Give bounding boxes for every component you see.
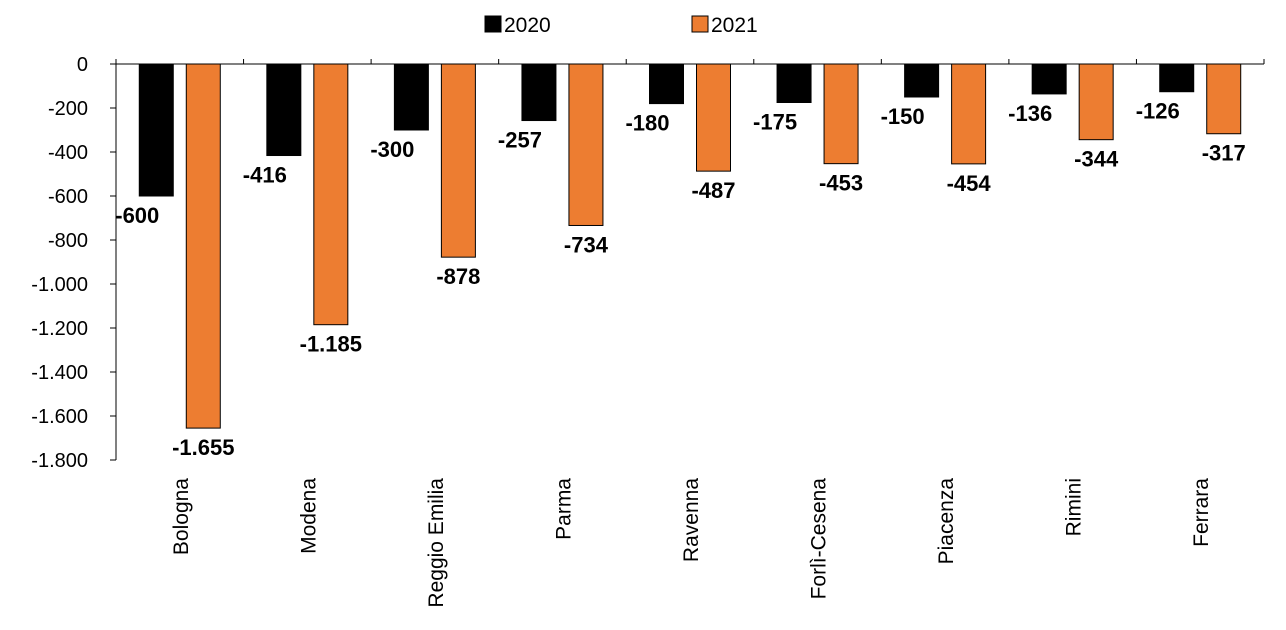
x-axis [115, 59, 1265, 65]
legend-label-2021: 2021 [711, 14, 758, 37]
data-label-2020: -175 [753, 110, 797, 135]
y-tick-label: -400 [48, 142, 88, 164]
y-tick-label: 0 [77, 54, 88, 76]
category-label: Parma [552, 478, 575, 540]
data-label-2021: -734 [564, 232, 609, 257]
y-tick-label: -1.200 [31, 318, 88, 340]
category-label: Forlì-Cesena [808, 478, 831, 600]
legend-swatch-2020 [484, 15, 502, 33]
bar-2020 [904, 63, 940, 98]
category-label: Ravenna [680, 478, 703, 562]
data-label-2020: -180 [625, 111, 669, 136]
bar-2021 [313, 63, 349, 326]
y-tick-label: -800 [48, 230, 88, 252]
bar-2021 [951, 63, 987, 165]
category-label: Piacenza [935, 478, 958, 565]
legend-label-2020: 2020 [504, 14, 551, 37]
bar-2021 [696, 63, 731, 172]
data-label-2021: -454 [947, 171, 992, 196]
data-label-2021: -878 [436, 264, 480, 289]
data-label-2021: -344 [1074, 147, 1119, 172]
y-axis: 0 -200 -400 -600 -800 -1.000 -1.200 -1.400 -1.60… [31, 54, 117, 472]
data-label-2021: -453 [819, 171, 863, 196]
y-tick-label: -1.000 [31, 274, 88, 296]
category-label: Rimini [1063, 478, 1086, 536]
y-tick-label: -200 [48, 98, 88, 120]
bar-2021 [440, 63, 476, 258]
data-label-2021: -1.185 [300, 332, 362, 357]
y-tick-label: -600 [48, 186, 88, 208]
data-label-2021: -1.655 [172, 435, 234, 460]
data-label-2020: -300 [370, 137, 414, 162]
legend-swatch-2021 [691, 15, 709, 33]
category-labels: Bologna Modena Reggio Emilia Parma Ravenna Fo… [170, 478, 1213, 608]
bar-2020 [138, 63, 174, 197]
category-label: Bologna [170, 478, 193, 555]
bar-2020 [521, 63, 557, 122]
data-label-2021: -487 [691, 178, 735, 203]
bar-2020 [1159, 63, 1195, 93]
legend: 2020 2021 [484, 14, 758, 37]
data-label-2021: -317 [1202, 141, 1246, 166]
category-label: Modena [297, 478, 320, 554]
data-labels: -600 -1.655 -416 -1.185 -300 -878 -257 -734 -180… [115, 99, 1245, 460]
y-tick-label: -1.600 [31, 406, 88, 428]
bar-2020 [393, 63, 429, 131]
category-label: Reggio Emilia [425, 478, 448, 608]
data-label-2020: -416 [243, 163, 287, 188]
y-tick-label: -1.400 [31, 362, 88, 384]
bar-2020 [1031, 63, 1067, 95]
bars [138, 63, 1242, 429]
bar-2020 [266, 63, 302, 157]
data-label-2020: -600 [115, 203, 159, 228]
y-tick-label: -1.800 [31, 450, 88, 472]
data-label-2020: -126 [1136, 99, 1180, 124]
data-label-2020: -257 [498, 128, 542, 153]
data-label-2020: -136 [1008, 101, 1052, 126]
bar-2021 [185, 63, 221, 429]
bar-2020 [649, 63, 684, 105]
bar-2021 [1078, 63, 1114, 141]
data-label-2020: -150 [881, 104, 925, 129]
category-label: Ferrara [1190, 478, 1213, 547]
bar-2021 [1206, 63, 1242, 135]
bar-2020 [776, 63, 812, 103]
bar-2021 [823, 63, 859, 165]
bar-2021 [568, 63, 604, 226]
